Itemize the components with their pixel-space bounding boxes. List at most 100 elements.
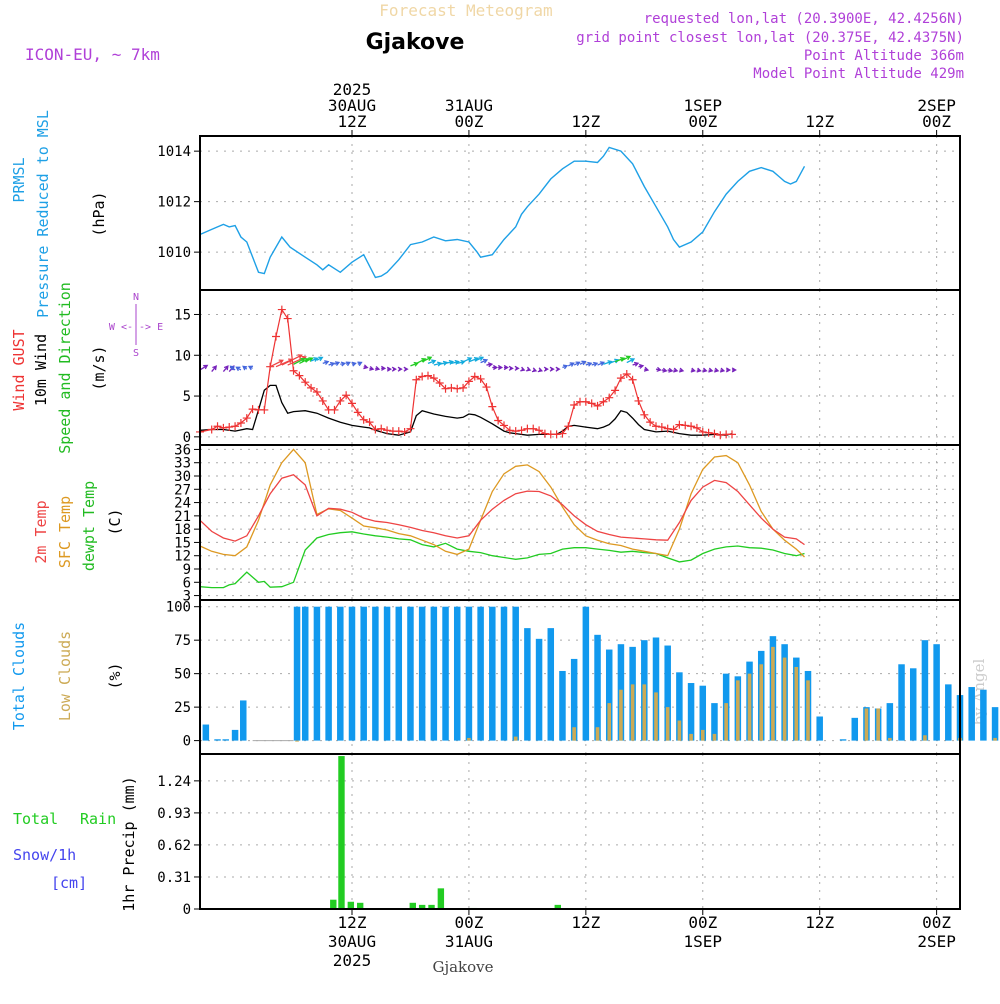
gust-marker (307, 383, 316, 392)
wind-arrow (520, 366, 526, 372)
pressure-unit: (hPa) (90, 191, 108, 236)
total-cloud-bar (489, 606, 496, 741)
low-cloud-bar (747, 673, 752, 741)
temperature-ytick-label: 30 (174, 469, 191, 485)
clouds-ytick-label: 50 (174, 667, 191, 683)
rain-bar (418, 904, 426, 909)
low-cloud-bar (665, 707, 670, 741)
gust-marker (301, 378, 310, 387)
gust-marker (605, 393, 614, 402)
wind-arrow (281, 354, 303, 366)
wind-10m-label: 10m Wind (32, 334, 50, 406)
wind-arrow (222, 365, 229, 372)
requested-coords: requested lon,lat (20.3900E, 42.4256N) (644, 11, 964, 27)
gust-marker (225, 423, 234, 432)
rain-bar (338, 756, 345, 909)
gust-marker (558, 429, 567, 438)
wind-arrow (462, 357, 473, 363)
total-cloud-bar (214, 739, 221, 741)
wind-arrow (421, 356, 433, 363)
rain-bar (554, 904, 561, 909)
total-cloud-bar (594, 634, 601, 741)
top-time-label: 30AUG (328, 96, 376, 115)
location-title: Gjakove (366, 30, 465, 55)
gust-marker (418, 372, 427, 381)
precip-unit: 1hr Precip (mm) (120, 776, 138, 911)
gust-marker (318, 396, 327, 405)
rain-bar (356, 902, 364, 909)
wind-arrow (503, 364, 509, 371)
rain-bar (347, 901, 355, 909)
total-clouds-label: Total Clouds (10, 622, 28, 730)
wind-ytick-label: 15 (174, 307, 191, 323)
wind-arrow (526, 366, 532, 372)
total-cloud-bar (652, 637, 660, 741)
gust-marker (704, 428, 713, 437)
total-cloud-bar (430, 606, 438, 741)
wind-labels: Wind GUST 10m Wind Speed and Direction (… (10, 282, 163, 454)
bottom-time-label: 00Z (688, 913, 717, 932)
wind-arrow (357, 361, 363, 367)
precip-ytick-label: 0.93 (157, 806, 191, 822)
low-cloud-bar (619, 689, 623, 741)
total-cloud-bar (383, 606, 391, 741)
gust-marker (564, 422, 573, 431)
wind-arrow (585, 361, 593, 367)
gust-marker (570, 401, 579, 410)
compass-north: N (133, 292, 139, 303)
gust-marker (634, 396, 643, 405)
rain-bar (330, 899, 337, 909)
gust-marker (312, 387, 321, 396)
total-cloud-bar (231, 729, 239, 741)
wind-arrow (555, 366, 561, 372)
wind-arrow (269, 359, 284, 368)
pressure-frame (199, 135, 961, 291)
total-cloud-bar (524, 628, 531, 741)
low-cloud-bar (759, 664, 764, 741)
low-cloud-bar (736, 680, 740, 741)
bottom-time-label: 31AUG (445, 932, 493, 951)
gust-marker (681, 421, 690, 430)
low-cloud-bar (806, 680, 810, 741)
temperature-ytick-label: 33 (174, 456, 191, 472)
clouds-ytick-label: 75 (174, 633, 191, 649)
wind-arrow (667, 367, 674, 373)
low-cloud-bar (794, 666, 799, 741)
total-cloud-bar (687, 683, 695, 741)
gust-marker (219, 423, 228, 432)
low-cloud-bar (295, 740, 299, 742)
gust-marker (599, 397, 608, 406)
gust-marker (394, 427, 403, 436)
wind-arrow (474, 356, 485, 362)
total-cloud-bar (664, 645, 671, 741)
gust-marker (406, 424, 415, 433)
total-cloud-bar (839, 739, 847, 741)
temperature-ytick-label: 6 (183, 575, 191, 591)
total-cloud-bar (535, 638, 543, 741)
total-cloud-bar (921, 640, 929, 741)
top-time-label: 12Z (805, 112, 834, 131)
total-cloud-bar (240, 700, 247, 741)
pressure-ytick-label: 1010 (157, 245, 191, 261)
wind-arrow (568, 362, 575, 367)
gust-marker (365, 418, 374, 427)
gust-marker (552, 430, 561, 439)
wind-arrow (597, 361, 606, 366)
gust-marker (593, 401, 602, 410)
gust-marker (424, 371, 432, 380)
precip-ytick-label: 1.24 (157, 774, 191, 790)
wind-arrow (638, 363, 645, 369)
gust-marker (231, 422, 240, 431)
gust-marker (353, 408, 362, 417)
low-cloud-bar (595, 727, 600, 741)
wind-arrow (445, 359, 455, 365)
temperature-ytick-label: 9 (183, 562, 191, 578)
temperature-ytick-label: 27 (174, 482, 191, 498)
low-cloud-bar (607, 703, 612, 741)
gust-marker (529, 424, 538, 433)
total-cloud-bar (851, 717, 859, 741)
gust-marker (459, 383, 468, 392)
wind-arrow (562, 364, 569, 370)
gust-marker (236, 418, 245, 427)
